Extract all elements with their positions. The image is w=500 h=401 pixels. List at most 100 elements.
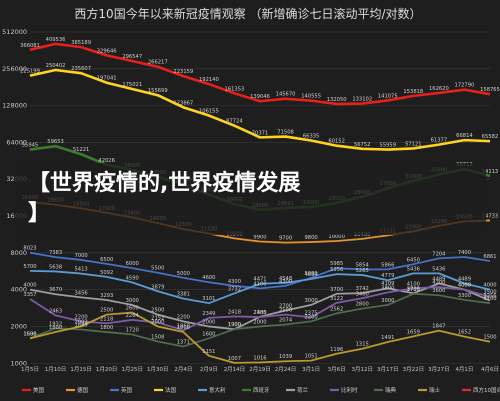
data-label: 3122 <box>330 296 343 302</box>
data-label: 4489 <box>458 277 471 283</box>
x-tick-label: 3月12日 <box>351 366 373 373</box>
data-label: 158765 <box>480 87 500 93</box>
data-label: 71508 <box>277 130 294 136</box>
data-label: 4000 <box>458 283 471 289</box>
data-label: 1889 <box>75 322 88 328</box>
legend-label: 德国 <box>77 386 89 394</box>
data-label: 385189 <box>71 40 91 46</box>
data-label: 3456 <box>75 290 88 296</box>
data-label: 57121 <box>405 141 422 147</box>
data-label: 4600 <box>202 275 215 281</box>
x-tick-label: 1月25日 <box>121 366 143 373</box>
data-label: 3256 <box>483 294 496 300</box>
x-tick-label: 1月20日 <box>96 366 118 373</box>
data-label: 3879 <box>151 284 164 290</box>
data-label: 10000 <box>328 234 345 240</box>
y-tick-label: 8000 <box>10 249 27 257</box>
data-label: 3400 <box>356 291 369 297</box>
data-label: 1491 <box>381 335 394 341</box>
data-label: 2600 <box>126 306 139 312</box>
data-label: 1720 <box>126 327 139 333</box>
legend-label: 英国 <box>121 386 133 394</box>
chart-title: 西方10国今年以来新冠疫情观察 （新增确诊七日滚动平均/对数） <box>74 6 421 21</box>
data-label: 4109 <box>381 281 394 287</box>
data-label: 296547 <box>122 54 142 60</box>
y-tick-label: 256000 <box>2 65 27 73</box>
data-label: 3101 <box>202 296 215 302</box>
data-label: 5985 <box>330 261 343 267</box>
x-tick-label: 1月30日 <box>147 366 169 373</box>
data-label: 235607 <box>71 66 91 72</box>
data-label: 2463 <box>49 308 62 314</box>
data-label: 3742 <box>356 286 369 292</box>
data-label: 139046 <box>250 94 270 100</box>
data-label: 4100 <box>407 281 420 287</box>
x-tick-label: 2月4日 <box>174 366 192 373</box>
data-label: 1600 <box>202 331 215 337</box>
data-label: 2800 <box>356 302 369 308</box>
data-label: 59653 <box>47 139 64 145</box>
data-label: 3300 <box>458 293 471 299</box>
data-label: 2418 <box>228 309 241 315</box>
data-label: 2500 <box>151 308 164 314</box>
data-label: 2400 <box>253 310 266 316</box>
data-label: 1051 <box>305 354 318 360</box>
x-tick-label: 3月27日 <box>428 366 450 373</box>
data-label: 3600 <box>432 288 445 294</box>
data-label: 1039 <box>279 354 292 360</box>
data-label: 155699 <box>148 88 168 94</box>
data-label: 5356 <box>330 267 343 273</box>
data-label: 4100 <box>253 281 266 287</box>
x-tick-label: 3月22日 <box>403 366 425 373</box>
data-label: 2000 <box>253 319 266 325</box>
data-label: 14733 <box>482 213 499 219</box>
data-label: 5000 <box>177 271 190 277</box>
legend-label: 西方10国合计 <box>473 386 500 394</box>
data-label: 2200 <box>305 314 318 320</box>
data-label: 2375 <box>305 310 318 316</box>
data-label: 2385 <box>253 310 266 316</box>
data-label: 1800 <box>100 325 113 331</box>
data-label: 4548 <box>279 276 292 282</box>
data-label: 5854 <box>356 262 370 268</box>
data-label: 4000 <box>458 283 471 289</box>
headline-text-line2: 】 <box>28 201 51 226</box>
legend-label: 比利时 <box>341 386 358 394</box>
data-label: 65582 <box>482 134 499 140</box>
data-label: 123867 <box>173 100 193 106</box>
data-label: 162620 <box>429 86 449 92</box>
data-label: 6500 <box>100 257 113 263</box>
data-label: 7383 <box>49 250 62 256</box>
data-label: 55945 <box>22 143 39 149</box>
data-label: 266217 <box>148 60 168 66</box>
data-label: 197041 <box>97 76 117 82</box>
data-label: 4300 <box>279 279 292 285</box>
data-label: 34113 <box>482 169 499 175</box>
data-label: 1900 <box>228 322 241 328</box>
data-label: 4779 <box>381 273 394 279</box>
data-label: 4471 <box>253 277 266 283</box>
series-line <box>29 269 491 305</box>
data-label: 9700 <box>279 236 292 242</box>
data-label: 250402 <box>46 63 66 69</box>
data-label: 1900 <box>228 322 241 328</box>
x-tick-label: 2月24日 <box>275 366 297 373</box>
data-label: 3700 <box>330 287 343 293</box>
data-label: 175021 <box>122 82 142 88</box>
data-label: 4300 <box>228 279 241 285</box>
y-tick-label: 4000 <box>10 286 27 294</box>
legend-label: 瑞典 <box>385 386 397 394</box>
data-label: 3735 <box>407 286 420 292</box>
data-label: 1860 <box>177 323 190 329</box>
data-label: 7400 <box>458 250 471 256</box>
y-tick-label: 1000 <box>10 359 27 367</box>
data-label: 1800 <box>177 325 190 331</box>
data-label: 2152 <box>151 316 164 322</box>
data-label: 55959 <box>380 143 397 149</box>
y-tick-label: 512000 <box>2 28 27 36</box>
data-label: 66814 <box>456 133 473 139</box>
y-tick-label: 2000 <box>10 322 27 330</box>
data-label: 329646 <box>97 48 117 54</box>
data-label: 409536 <box>46 37 66 43</box>
data-label: 3000 <box>305 298 318 304</box>
